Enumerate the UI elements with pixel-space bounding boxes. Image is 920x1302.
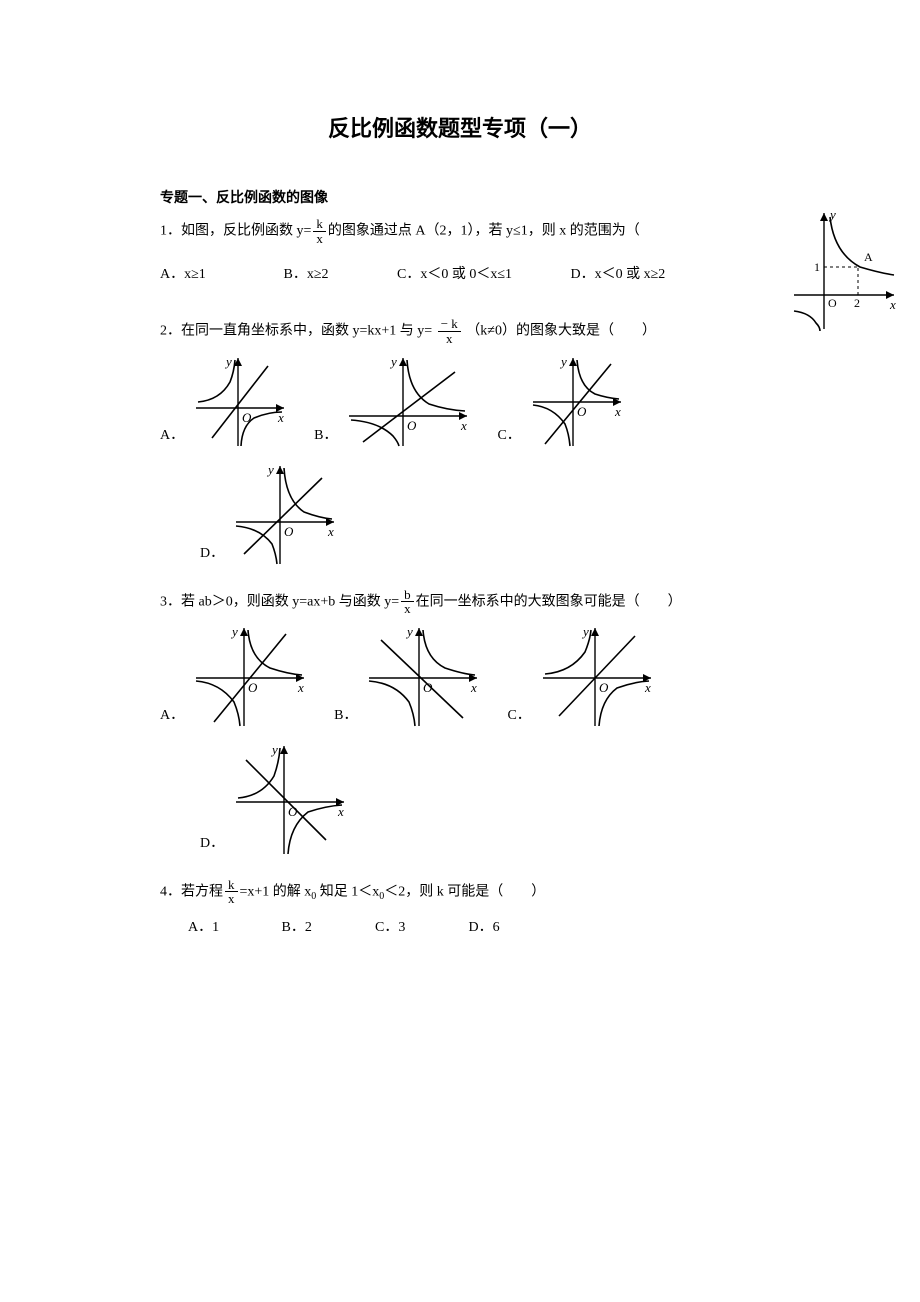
q2-frac-den: x	[438, 332, 461, 346]
q3-graph-a: x y O	[190, 622, 310, 732]
q1-figure: A 1 2 O x y	[790, 203, 900, 333]
q1-option-d: D．x＜0 或 x≥2	[571, 263, 666, 287]
q4-fraction: kx	[225, 878, 238, 906]
question-1: 1．如图，反比例函数 y=kx的图象通过点 A（2，1），若 y≤1，则 x 的…	[160, 217, 760, 287]
q2-choice-b-label: B．	[314, 424, 337, 452]
q3-frac-den: x	[401, 602, 414, 616]
svg-text:y: y	[559, 354, 567, 369]
q1-fig-point-label: A	[864, 250, 873, 264]
q3-choice-c: C． x y O	[507, 622, 656, 732]
q2-text-pre: 2．在同一直角坐标系中，函数 y=kx+1 与 y=	[160, 324, 432, 339]
svg-text:O: O	[284, 524, 294, 539]
q4-text-mid: =x+1 的解 x	[240, 884, 312, 899]
q4-frac-den: x	[225, 892, 238, 906]
q1-frac-num: k	[313, 217, 326, 232]
q3-graph-d: xyO	[230, 740, 350, 860]
q1-text-pre: 1．如图，反比例函数	[160, 224, 293, 239]
q4-option-d: D．6	[469, 916, 500, 940]
q2-frac-num: − k	[438, 317, 461, 332]
q3-eq-lhs: y=	[384, 594, 399, 609]
q2-graph-a: xyO	[190, 352, 290, 452]
q1-text-mid: 的图象通过点 A（2，1），若 y≤1，则 x 的范围为（	[328, 224, 640, 239]
q2-choice-d-label: D．	[200, 542, 224, 570]
svg-text:y: y	[581, 624, 589, 639]
svg-text:y: y	[270, 742, 278, 757]
svg-text:x: x	[327, 524, 334, 539]
q4-text-mid2: 知足 1＜x	[316, 884, 379, 899]
question-4: 4．若方程kx=x+1 的解 x0 知足 1＜x0＜2，则 k 可能是（ ） A…	[160, 878, 760, 940]
q3-choice-c-label: C．	[507, 704, 530, 732]
q1-frac-den: x	[313, 232, 326, 246]
svg-text:y: y	[389, 354, 397, 369]
svg-text:x: x	[614, 404, 621, 419]
svg-text:O: O	[599, 680, 609, 695]
q4-text-pre: 4．若方程	[160, 884, 223, 899]
section-heading: 专题一、反比例函数的图像	[160, 187, 760, 211]
q3-choice-b: B． xyO	[334, 622, 483, 732]
svg-text:y: y	[230, 624, 238, 639]
q4-option-b: B．2	[282, 916, 372, 940]
q4-text-mid3: ＜2，则 k 可能是（ ）	[384, 884, 545, 899]
q1-option-a: A．x≥1	[160, 263, 280, 287]
q4-frac-num: k	[225, 878, 238, 893]
question-2: 2．在同一直角坐标系中，函数 y=kx+1 与 y= − kx （k≠0）的图象…	[160, 317, 760, 577]
q3-choice-d-label: D．	[200, 832, 224, 860]
q3-graph-b: xyO	[363, 622, 483, 732]
q1-fig-x-label: x	[889, 297, 896, 312]
q1-option-c: C．x＜0 或 0＜x≤1	[397, 263, 567, 287]
q2-choice-a: A． xyO	[160, 352, 290, 452]
q2-choice-c: C． x y O	[497, 352, 626, 452]
q3-graph-c: x y O	[537, 622, 657, 732]
q2-choice-a-label: A．	[160, 424, 184, 452]
q4-option-c: C．3	[375, 916, 465, 940]
q1-eq-lhs: y=	[297, 224, 312, 239]
svg-text:O: O	[577, 404, 587, 419]
q1-fraction: kx	[313, 217, 326, 245]
q1-fig-y1: 1	[814, 260, 820, 274]
q2-choice-b: B． x y O	[314, 352, 473, 452]
page-title: 反比例函数题型专项（一）	[160, 110, 760, 147]
q3-choice-a-label: A．	[160, 704, 184, 732]
q1-fig-x2: 2	[854, 296, 860, 310]
q3-text-pre: 3．若 ab＞0，则函数 y=ax+b 与函数	[160, 594, 381, 609]
q2-graph-c: x y O	[527, 352, 627, 452]
svg-text:x: x	[460, 418, 467, 433]
q2-fraction: − kx	[438, 317, 461, 345]
q3-choice-d: D． xyO	[200, 740, 350, 860]
q2-choice-d: D． x y O	[200, 460, 340, 570]
svg-text:O: O	[407, 418, 417, 433]
q3-frac-num: b	[401, 588, 414, 603]
svg-text:x: x	[470, 680, 477, 695]
svg-text:O: O	[248, 680, 258, 695]
q4-option-a: A．1	[188, 916, 278, 940]
q3-fraction: bx	[401, 588, 414, 616]
svg-text:O: O	[242, 410, 252, 425]
q1-option-b: B．x≥2	[284, 263, 394, 287]
svg-text:y: y	[266, 462, 274, 477]
q2-graph-d: x y O	[230, 460, 340, 570]
q1-fig-y-label: y	[828, 207, 836, 222]
q3-text-post: 在同一坐标系中的大致图象可能是（ ）	[416, 594, 682, 609]
svg-text:y: y	[405, 624, 413, 639]
q2-graph-b: x y O	[343, 352, 473, 452]
svg-text:x: x	[644, 680, 651, 695]
svg-text:x: x	[297, 680, 304, 695]
q2-text-post: （k≠0）的图象大致是（ ）	[466, 324, 656, 339]
q3-choice-b-label: B．	[334, 704, 357, 732]
question-3: 3．若 ab＞0，则函数 y=ax+b 与函数 y=bx在同一坐标系中的大致图象…	[160, 588, 760, 868]
q3-choice-a: A． x y O	[160, 622, 310, 732]
q2-choice-c-label: C．	[497, 424, 520, 452]
svg-text:y: y	[224, 354, 232, 369]
svg-text:x: x	[337, 804, 344, 819]
q1-fig-origin: O	[828, 296, 837, 310]
